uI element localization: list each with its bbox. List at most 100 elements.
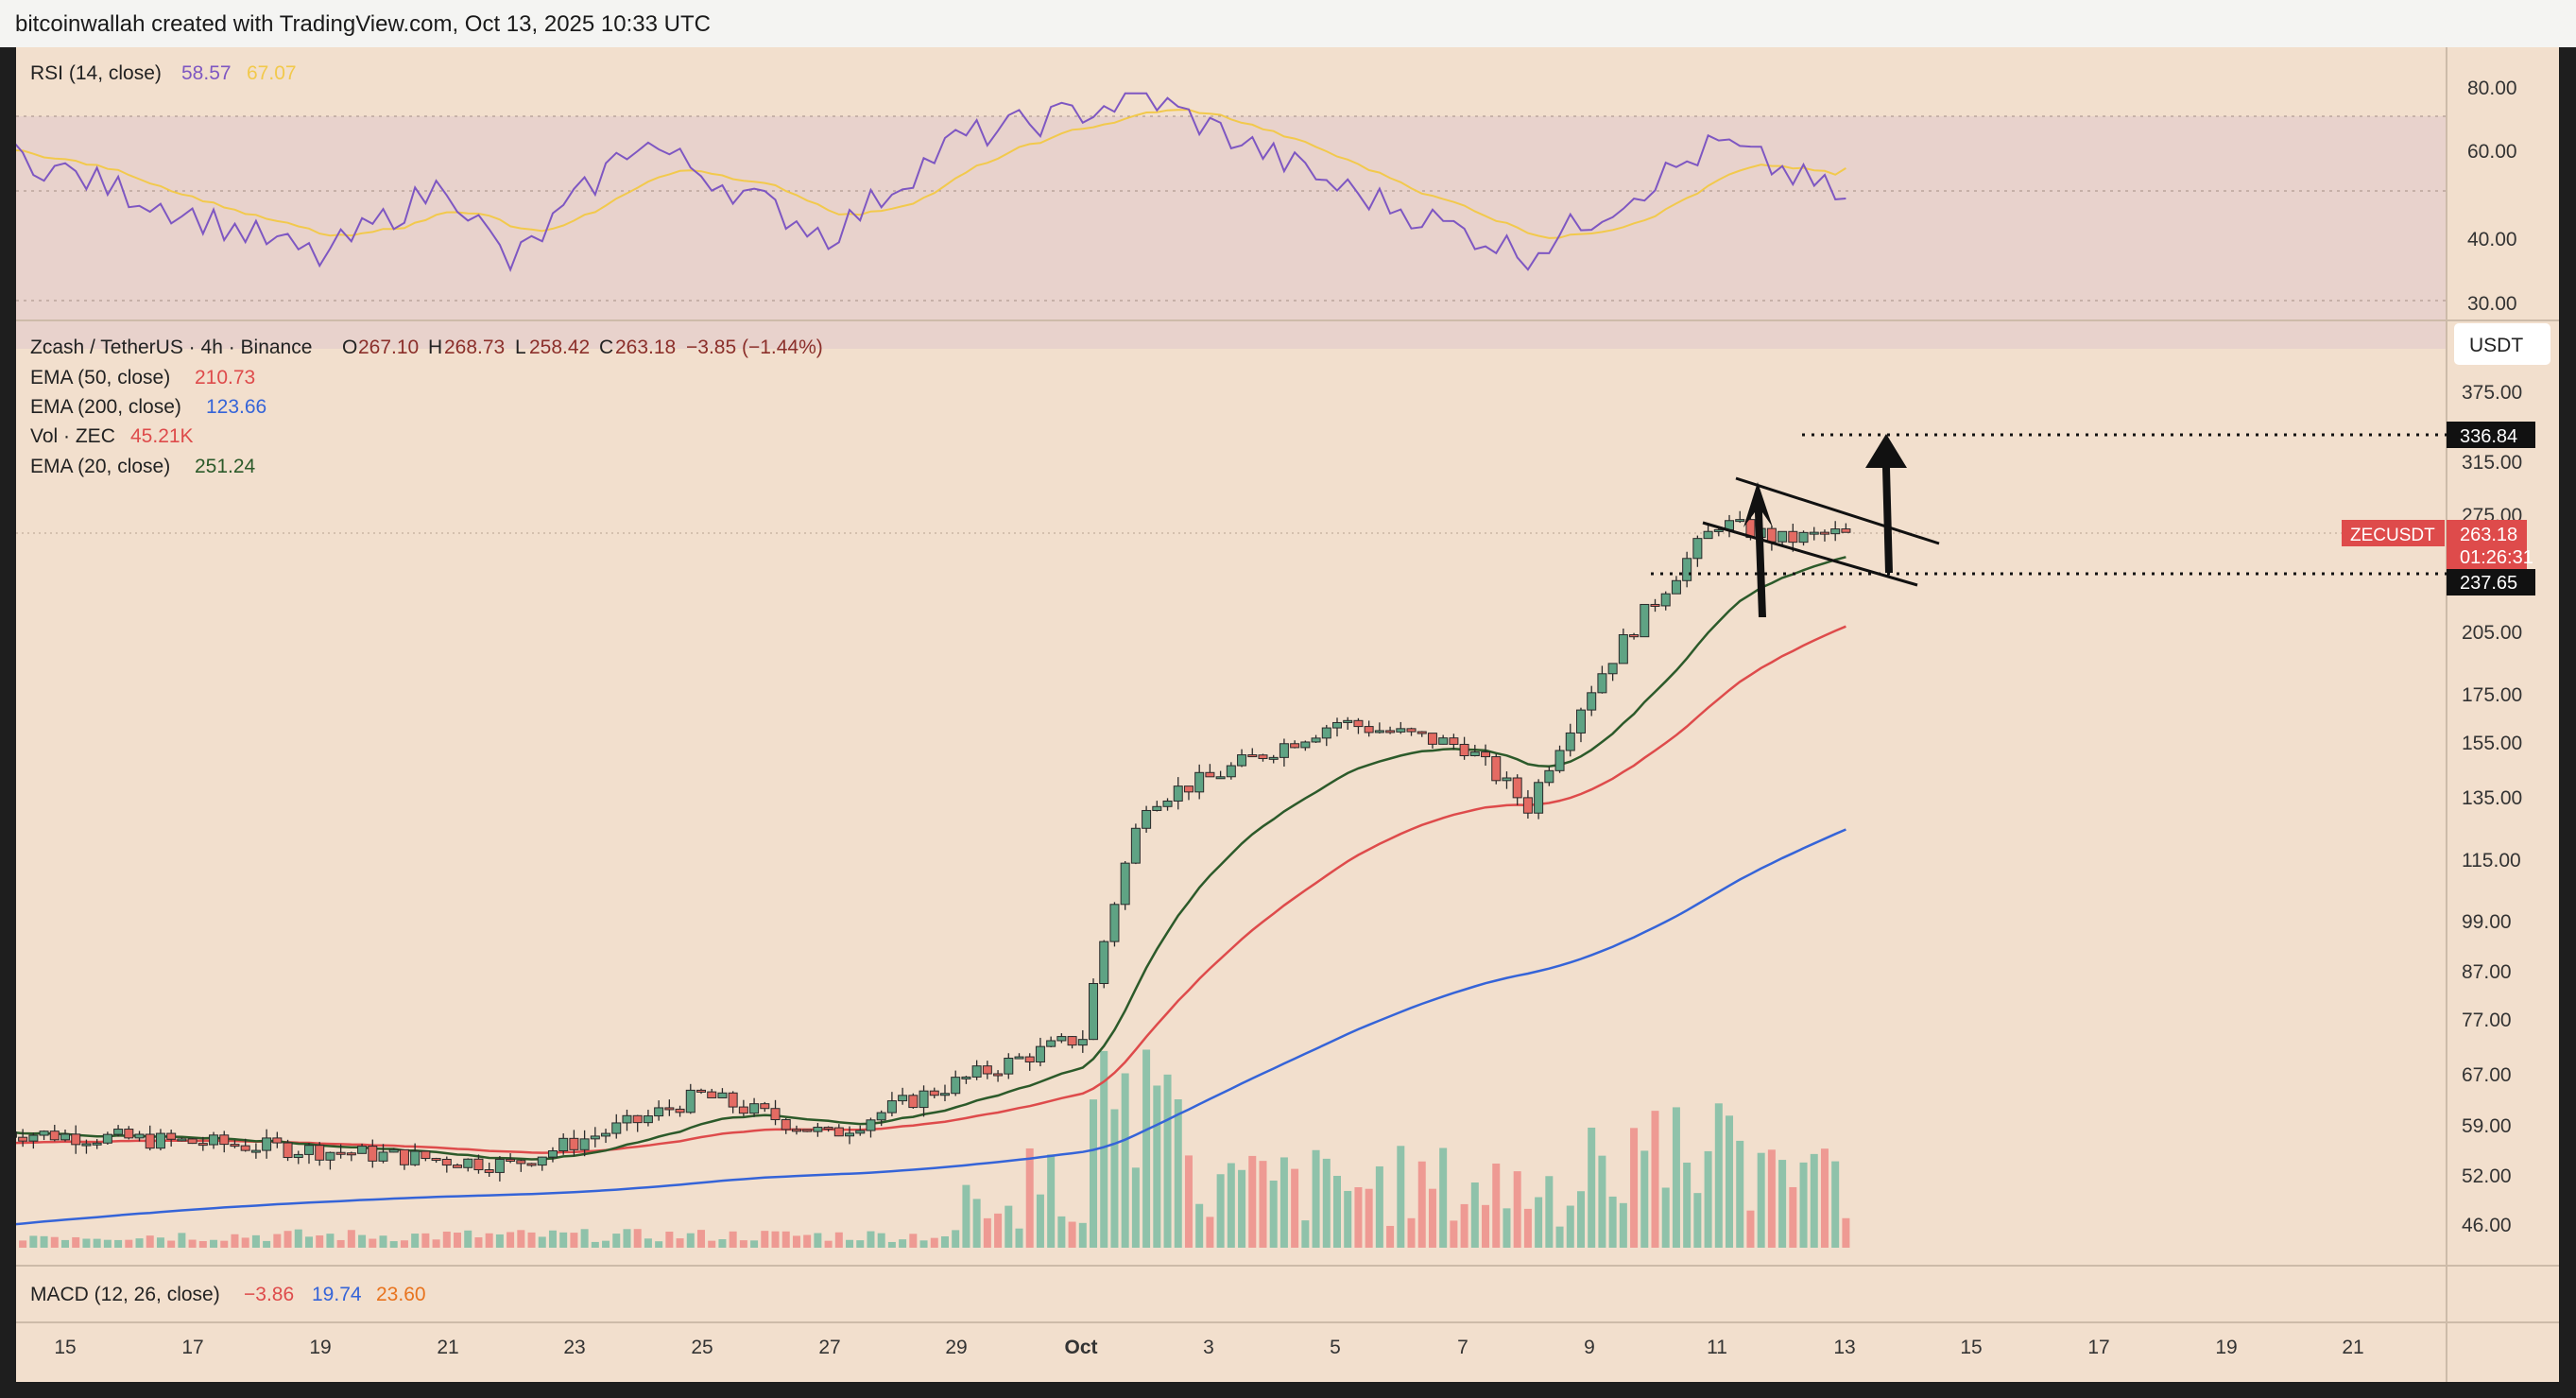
- volume-bar: [1227, 1163, 1235, 1248]
- candle-up: [1226, 765, 1236, 778]
- breakout-arrow-icon[interactable]: [1865, 434, 1907, 573]
- ema20-legend-value: 251.24: [195, 456, 256, 477]
- volume-bar: [994, 1213, 1003, 1248]
- candle-up: [1660, 593, 1671, 607]
- symbol-badge: [2342, 520, 2445, 546]
- candle-up: [1014, 1056, 1024, 1060]
- volume-bar: [718, 1239, 727, 1248]
- currency-button[interactable]: [2454, 323, 2550, 365]
- candle-up: [1035, 1045, 1045, 1063]
- volume-bar: [421, 1233, 430, 1248]
- candle-up: [1830, 528, 1841, 535]
- volume-bar: [1619, 1202, 1627, 1248]
- candle-up: [611, 1122, 622, 1134]
- currency-label: USDT: [2469, 335, 2523, 356]
- candle-down: [526, 1163, 537, 1166]
- price-tick: 315.00: [2462, 452, 2522, 474]
- volume-bar: [231, 1234, 239, 1248]
- volume-bar: [1831, 1161, 1840, 1248]
- volume-bar: [1344, 1190, 1352, 1248]
- candle-up: [1077, 1039, 1088, 1046]
- candle-down: [760, 1103, 770, 1110]
- volume-bar: [856, 1240, 865, 1248]
- candle-down: [982, 1065, 992, 1075]
- volume-bar: [474, 1237, 483, 1248]
- volume-bar: [40, 1235, 48, 1248]
- time-tick: 15: [1960, 1337, 1982, 1358]
- candle-down: [473, 1158, 484, 1171]
- candle-up: [1713, 528, 1724, 532]
- volume-bar: [1397, 1146, 1405, 1248]
- candle-up: [971, 1065, 982, 1078]
- volume-bar: [899, 1239, 907, 1248]
- macd-legend-label[interactable]: MACD (12, 26, close): [30, 1284, 220, 1305]
- price-badge: [2447, 520, 2527, 571]
- volume-bar: [1588, 1127, 1596, 1248]
- time-tick: 23: [563, 1337, 585, 1358]
- time-axis[interactable]: 15 17 19 21 23 25 27 29 Oct 3 5 7 9 11 1…: [54, 1337, 2363, 1358]
- volume-bar: [1142, 1049, 1151, 1248]
- price-legend: Zcash / TetherUS · 4h · Binance O 267.10…: [30, 337, 823, 477]
- ema50-legend-label[interactable]: EMA (50, close): [30, 367, 170, 388]
- candle-down: [738, 1106, 748, 1114]
- candle-up: [463, 1158, 473, 1168]
- volume-bar: [771, 1231, 780, 1248]
- time-tick: 19: [309, 1337, 331, 1358]
- ema200-legend-label[interactable]: EMA (200, close): [30, 396, 181, 418]
- volume-bar: [1640, 1150, 1649, 1248]
- flag-upper-line[interactable]: [1735, 476, 1940, 545]
- chart-frame[interactable]: RSI (14, close) 58.57 67.07 Zcash / Teth…: [0, 47, 2559, 1382]
- candle-up: [1237, 754, 1247, 767]
- volume-bar: [548, 1230, 557, 1248]
- symbol-title[interactable]: Zcash / TetherUS · 4h · Binance: [30, 337, 312, 358]
- candle-up: [866, 1119, 876, 1131]
- candle-up: [113, 1129, 124, 1135]
- time-tick: 11: [1707, 1337, 1727, 1358]
- volume-legend-label[interactable]: Vol · ZEC: [30, 425, 115, 447]
- volume-bar: [1450, 1220, 1458, 1248]
- volume-bar: [1047, 1154, 1056, 1248]
- price-axis[interactable]: 375.00 315.00 275.00 205.00 175.00 155.0…: [2462, 382, 2522, 1236]
- volume-bar: [454, 1233, 462, 1248]
- chart-canvas[interactable]: RSI (14, close) 58.57 67.07 Zcash / Teth…: [0, 47, 2559, 1382]
- volume-bar: [1683, 1162, 1692, 1248]
- volume-bar: [887, 1241, 896, 1248]
- volume-bar: [1820, 1148, 1829, 1248]
- flagpole-arrow-icon[interactable]: [1743, 482, 1773, 617]
- candle-up: [410, 1150, 421, 1165]
- candle-down: [1650, 603, 1660, 607]
- volume-bar: [1163, 1074, 1172, 1248]
- candle-down: [399, 1148, 409, 1165]
- rsi-axis[interactable]: 80.00 60.00 40.00 30.00: [2467, 78, 2517, 315]
- candle-up: [39, 1130, 49, 1136]
- price-badge-text: 263.18: [2460, 525, 2517, 545]
- volume-bar: [485, 1233, 493, 1248]
- attribution-text: bitcoinwallah created with TradingView.c…: [15, 11, 711, 37]
- volume-bar: [792, 1235, 800, 1248]
- volume-bar: [29, 1235, 38, 1248]
- candles[interactable]: [0, 510, 1851, 1182]
- candle-up: [1809, 531, 1819, 535]
- flag-lower-line[interactable]: [1702, 521, 1918, 587]
- rsi-ma-legend-value: 67.07: [247, 62, 297, 84]
- volume-bar: [1131, 1167, 1140, 1248]
- time-tick: 21: [437, 1337, 458, 1358]
- candle-up: [1099, 941, 1109, 985]
- candle-down: [219, 1134, 230, 1146]
- price-tick: 59.00: [2462, 1115, 2512, 1137]
- ema20-legend-label[interactable]: EMA (20, close): [30, 456, 170, 477]
- candle-down: [453, 1165, 463, 1168]
- volume-bar: [1439, 1148, 1448, 1248]
- volume-bar: [400, 1240, 408, 1248]
- ema200-legend-value: 123.66: [206, 396, 266, 418]
- volume-bar: [1576, 1191, 1585, 1248]
- volume-bar: [1555, 1226, 1564, 1248]
- price-tick: 115.00: [2462, 850, 2521, 872]
- candle-up: [1798, 531, 1809, 544]
- candle-up: [1173, 785, 1183, 802]
- candle-down: [1183, 785, 1194, 793]
- candle-up: [845, 1132, 855, 1137]
- candle-down: [1024, 1056, 1035, 1063]
- volume-bar: [1736, 1140, 1744, 1248]
- volume-bar: [940, 1235, 949, 1248]
